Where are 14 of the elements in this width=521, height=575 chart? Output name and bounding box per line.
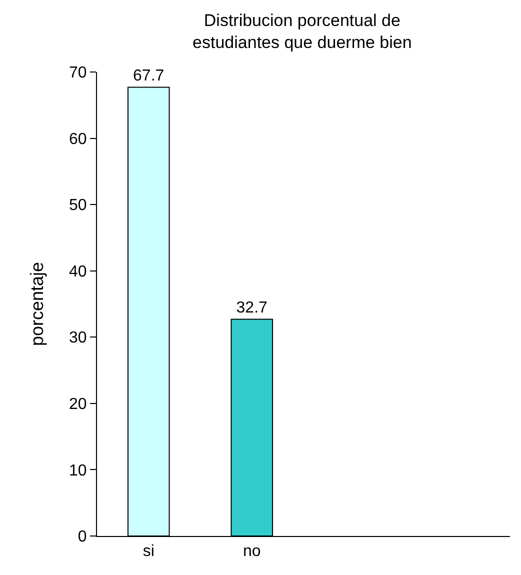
y-tick-label: 10 bbox=[69, 462, 87, 480]
data-label: 32.7 bbox=[236, 299, 268, 316]
x-tick-label: si bbox=[142, 543, 154, 560]
y-tick-label: 0 bbox=[78, 528, 87, 546]
y-tick-label: 40 bbox=[69, 263, 87, 280]
y-tick-label: 60 bbox=[69, 130, 87, 148]
y-tick-label: 50 bbox=[69, 197, 87, 214]
y-tick-label: 20 bbox=[69, 396, 87, 414]
y-tick-label: 30 bbox=[69, 330, 87, 347]
y-axis-title: porcentaje bbox=[27, 262, 48, 346]
x-tick-label: no bbox=[242, 543, 261, 560]
y-tick-label: 70 bbox=[69, 64, 87, 82]
chart-title: Distribucion porcentual de estudiantes que duerme bien bbox=[192, 10, 412, 52]
data-label: 67.7 bbox=[133, 67, 164, 84]
